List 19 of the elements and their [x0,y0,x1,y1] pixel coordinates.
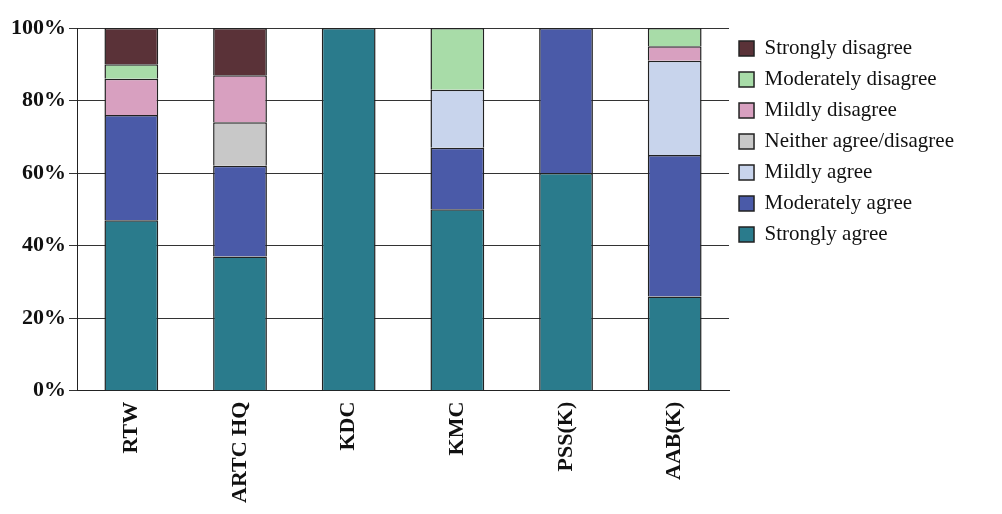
x-tick-label: ARTC HQ [225,401,251,504]
x-tick-label: PSS(K) [551,401,577,472]
y-tick-label: 20% [22,303,66,329]
y-tick-label: 80% [22,86,66,112]
x-tick-label: AAB(K) [660,401,686,480]
y-tick-label: 100% [11,13,66,39]
legend-label: Neither agree/disagree [764,128,955,153]
y-tick-label: 0% [33,376,66,402]
legend-label: Mildly disagree [764,97,897,122]
legend-label: Mildly agree [764,159,873,184]
x-tick-label: KDC [334,401,360,451]
x-tick-label: KMC [443,401,469,456]
legend-label: Strongly agree [764,221,888,246]
legend-label: Moderately agree [764,190,913,215]
y-tick-label: 60% [22,158,66,184]
legend-label: Moderately disagree [764,66,937,91]
y-tick-label: 40% [22,231,66,257]
x-tick-label: RTW [117,401,143,454]
legend-label: Strongly disagree [764,35,913,60]
